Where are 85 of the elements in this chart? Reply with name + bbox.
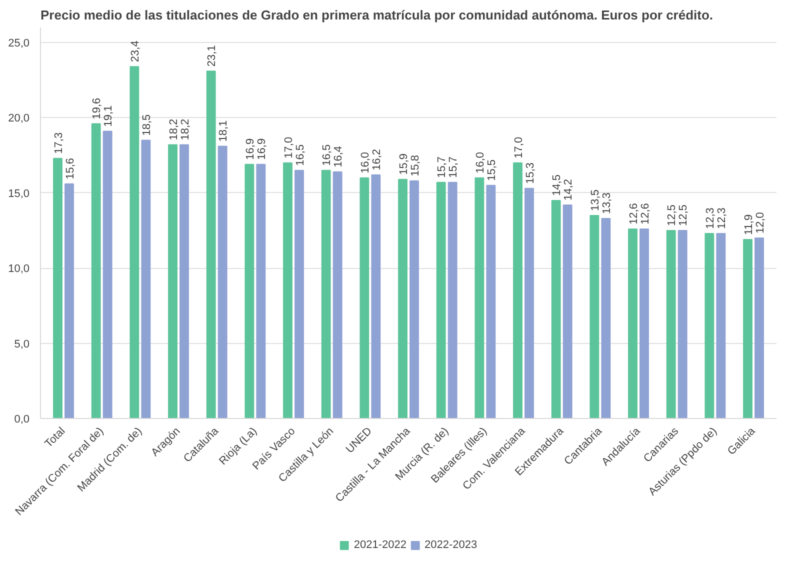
bar <box>294 170 304 418</box>
data-label: 16,0 <box>359 152 372 174</box>
bar <box>410 180 419 418</box>
data-label: 12,0 <box>754 212 766 234</box>
y-tick-label: 10,0 <box>8 263 30 276</box>
bar <box>562 204 572 418</box>
data-label: 18,5 <box>140 114 153 136</box>
bar <box>601 218 611 418</box>
chart-title: Precio medio de las titulaciones de Grado en primera matrícula por comunidad autónoma. Euros por crédito. <box>40 8 714 22</box>
bar <box>91 123 101 418</box>
bar <box>486 184 496 418</box>
bar <box>102 130 112 418</box>
legend-label: 2021-2022 <box>354 539 406 551</box>
bar <box>743 239 752 418</box>
data-label: 23,1 <box>206 45 218 67</box>
y-tick-label: 20,0 <box>8 112 30 125</box>
data-label: 14,5 <box>551 174 564 196</box>
data-label: 16,5 <box>294 144 306 166</box>
bar <box>180 144 189 418</box>
data-label: 18,2 <box>179 118 192 140</box>
data-label: 14,2 <box>562 179 575 200</box>
bar <box>53 158 62 418</box>
data-label: 13,5 <box>589 190 602 211</box>
data-label: 16,9 <box>256 138 268 160</box>
data-label: 16,9 <box>244 138 256 160</box>
bar <box>130 66 140 418</box>
data-label: 19,6 <box>91 98 104 120</box>
bar <box>590 214 600 418</box>
bar <box>168 144 178 418</box>
bar <box>321 170 331 418</box>
data-label: 15,5 <box>486 159 498 181</box>
data-label: 12,6 <box>628 203 640 225</box>
bar <box>448 182 458 418</box>
data-label: 12,5 <box>678 204 690 226</box>
data-label: 15,6 <box>64 158 76 180</box>
data-label: 15,3 <box>524 162 536 184</box>
bar <box>754 238 764 418</box>
data-label: 15,9 <box>398 153 410 175</box>
data-label: 18,1 <box>218 120 230 142</box>
data-label: 13,3 <box>600 192 613 214</box>
data-label: 12,3 <box>716 208 728 230</box>
bar <box>436 182 446 418</box>
data-label: 15,7 <box>436 156 448 178</box>
bar <box>628 228 638 418</box>
data-label: 12,5 <box>666 204 678 226</box>
bar <box>244 164 254 418</box>
bar <box>474 177 484 418</box>
data-label: 16,5 <box>321 144 334 166</box>
y-tick-label: 15,0 <box>8 188 30 200</box>
data-label: 16,4 <box>332 146 345 168</box>
data-label: 15,7 <box>448 156 460 178</box>
data-label: 12,3 <box>704 208 716 230</box>
bar <box>256 164 266 418</box>
data-label: 16,2 <box>370 148 383 170</box>
bar <box>360 177 370 418</box>
bar <box>332 171 342 418</box>
y-tick-label: 25,0 <box>8 38 30 50</box>
bar <box>398 178 408 418</box>
bar <box>283 162 292 418</box>
bar <box>666 230 676 418</box>
bar <box>678 230 688 418</box>
bar <box>141 140 151 418</box>
bar <box>524 188 534 418</box>
bar <box>218 146 228 418</box>
data-label: 23,4 <box>129 40 142 62</box>
data-label: 12,6 <box>639 203 652 225</box>
bar <box>551 200 561 418</box>
data-label: 16,0 <box>474 152 486 174</box>
data-label: 17,3 <box>52 132 65 154</box>
data-label: 17,0 <box>512 136 525 158</box>
bar <box>704 233 714 418</box>
bar <box>206 70 216 418</box>
data-label: 18,2 <box>168 118 180 140</box>
data-label: 11,9 <box>742 214 755 236</box>
data-label: 19,1 <box>102 105 115 127</box>
legend-label: 2022-2023 <box>424 539 478 551</box>
bar <box>64 183 74 418</box>
y-tick-label: 0,0 <box>14 414 30 426</box>
data-label: 17,0 <box>282 136 295 158</box>
bar <box>513 162 522 418</box>
y-tick-label: 5,0 <box>14 338 30 350</box>
bar <box>640 228 649 418</box>
bar <box>371 174 381 418</box>
data-label: 15,8 <box>409 154 422 176</box>
bar <box>716 233 726 418</box>
